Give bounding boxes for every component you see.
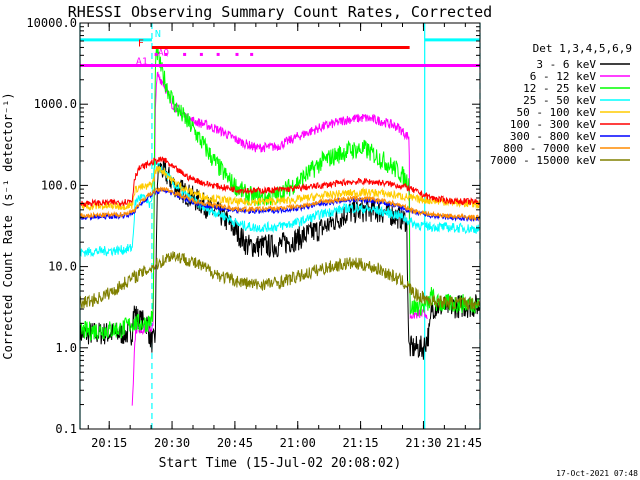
- legend-label-7: 800 - 7000 keV: [503, 142, 596, 155]
- legend-label-8: 7000 - 15000 keV: [490, 154, 596, 167]
- x-axis-label: Start Time (15-Jul-02 20:08:02): [159, 456, 402, 471]
- legend-label-2: 12 - 25 keV: [523, 82, 596, 95]
- legend-label-4: 50 - 100 keV: [517, 106, 597, 119]
- x-tick-label-2: 20:45: [217, 436, 253, 450]
- annotation-dot-2: [183, 52, 187, 56]
- y-tick-label-4: 1000.0: [34, 97, 77, 111]
- legend-label-3: 25 - 50 keV: [523, 94, 596, 107]
- series-line-5: [79, 156, 481, 208]
- annotation-label-packet: AQ: [158, 48, 169, 58]
- x-tick-label-1: 20:30: [154, 436, 190, 450]
- series-line-3: [79, 160, 480, 258]
- series-line-4: [79, 165, 481, 212]
- legend-title: Det 1,3,4,5,6,9: [533, 42, 632, 55]
- annotation-dot-6: [250, 52, 254, 56]
- legend-label-6: 300 - 800 keV: [510, 130, 596, 143]
- x-tick-label-0: 20:15: [91, 436, 127, 450]
- annotation-dot-5: [235, 52, 239, 56]
- x-tick-label-5: 21:30: [405, 436, 441, 450]
- annotation-dot-1: [164, 52, 168, 56]
- annotation-label-night: N: [155, 29, 161, 40]
- x-tick-label-3: 21:00: [280, 436, 316, 450]
- annotation-label-attenuator: A1: [136, 56, 148, 67]
- annotation-dot-0: [154, 52, 158, 56]
- legend-label-5: 100 - 300 keV: [510, 118, 596, 131]
- annotation-label-flare: F: [138, 38, 144, 49]
- plot-frame: [79, 22, 481, 430]
- generated-timestamp: 17-Oct-2021 07:48: [556, 469, 638, 478]
- chart-title: RHESSI Observing Summary Count Rates, Co…: [68, 3, 492, 21]
- series-line-7: [79, 186, 481, 222]
- y-tick-label-5: 10000.0: [26, 16, 77, 30]
- y-tick-label-3: 100.0: [41, 178, 77, 192]
- y-tick-label-1: 1.0: [55, 341, 77, 355]
- y-tick-label-0: 0.1: [55, 422, 77, 436]
- x-tick-label-6: 21:45: [446, 436, 482, 450]
- x-tick-label-4: 21:15: [343, 436, 379, 450]
- legend-label-0: 3 - 6 keV: [536, 58, 596, 71]
- annotation-dot-4: [216, 52, 220, 56]
- y-axis-label: Corrected Count Rate (s⁻¹ detector⁻¹): [1, 92, 15, 359]
- series-line-8: [79, 251, 481, 310]
- annotation-dot-3: [199, 52, 203, 56]
- y-tick-label-2: 10.0: [48, 260, 77, 274]
- legend-label-1: 6 - 12 keV: [530, 70, 597, 83]
